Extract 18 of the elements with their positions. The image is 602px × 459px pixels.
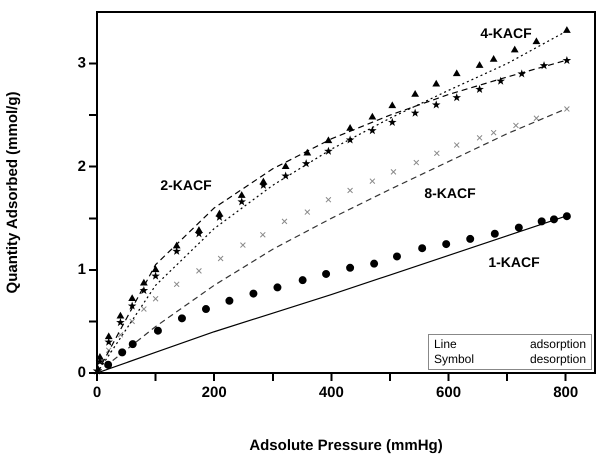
annotation: Line adsorption	[434, 337, 586, 352]
x-tick-label: 800	[553, 384, 578, 402]
x-axis-title: Adsolute Pressure (mmHg)	[249, 437, 443, 454]
annotation: 8-KACF	[424, 185, 476, 201]
x-tick-label: 600	[436, 384, 462, 402]
x-tick-label: 0	[92, 384, 102, 402]
note-box: Line adsorption Symbol desorption	[428, 334, 592, 370]
annotation: 2-KACF	[160, 177, 212, 193]
annotation: Symbol desorption	[434, 352, 586, 367]
annotation: 4-KACF	[480, 25, 532, 41]
y-tick-label: 1	[78, 261, 86, 278]
annotation: 1-KACF	[488, 254, 540, 270]
y-tick-label: 2	[78, 158, 86, 175]
x-tick-label: 200	[202, 384, 227, 402]
x-tick-label: 400	[318, 384, 344, 402]
y-axis-title: Quantity Adsorbed (mmol/g)	[4, 92, 22, 294]
y-tick-label: 3	[78, 54, 86, 72]
y-tick-label: 0	[78, 364, 86, 382]
